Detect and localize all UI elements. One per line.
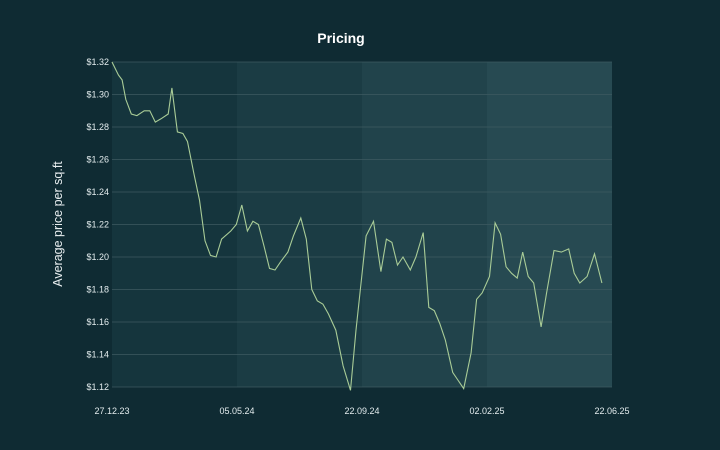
x-axis-ticks: 27.12.23 05.05.24 22.09.24 02.02.25 22.06.25 [94,406,629,416]
y-tick-label: $1.16 [86,317,109,327]
y-axis-ticks: $1.12 $1.14 $1.16 $1.18 $1.20 $1.22 $1.24 $1.26… [86,57,109,392]
x-tick-label: 27.12.23 [94,406,129,416]
y-tick-label: $1.14 [86,350,109,360]
y-tick-label: $1.12 [86,382,109,392]
x-tick-label: 22.09.24 [344,406,379,416]
x-tick-label: 05.05.24 [219,406,254,416]
y-tick-label: $1.26 [86,155,109,165]
series-line [111,61,603,391]
x-tick-label: 22.06.25 [594,406,629,416]
y-axis-label: Average price per sq.ft [51,161,65,287]
y-tick-label: $1.24 [86,187,109,197]
y-tick-label: $1.32 [86,57,109,67]
chart-title: Pricing [317,30,365,46]
y-tick-label: $1.20 [86,252,109,262]
y-tick-label: $1.18 [86,285,109,295]
y-tick-label: $1.28 [86,122,109,132]
x-tick-label: 02.02.25 [469,406,504,416]
y-tick-label: $1.22 [86,220,109,230]
y-tick-label: $1.30 [86,90,109,100]
gridlines [112,61,612,388]
